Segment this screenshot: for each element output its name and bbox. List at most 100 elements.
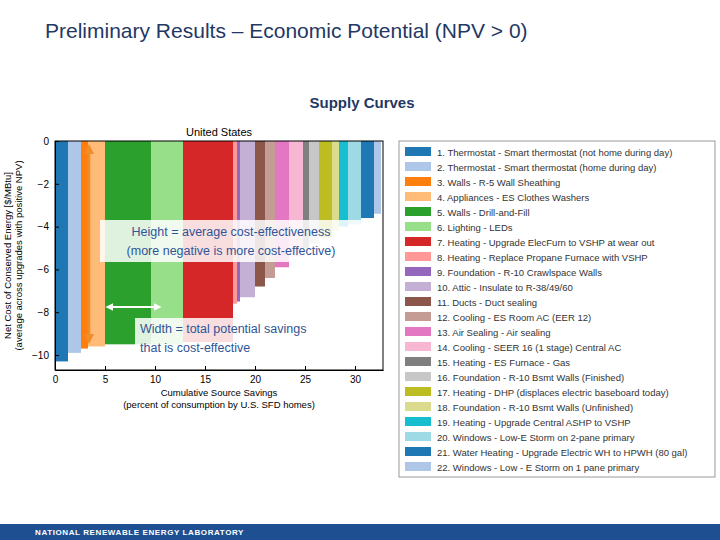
x-tick: 0 [53,366,59,385]
x-tick: 20 [250,366,262,385]
legend-entry: 19. Heating - Upgrade Central ASHP to VS… [437,417,631,428]
legend-entry: 3. Walls - R-5 Wall Sheathing [437,177,560,188]
legend-swatch [405,447,431,456]
legend-entry: 1. Thermostat - Smart thermostat (not ho… [437,147,672,158]
y-tick-label: 0 [43,136,49,147]
annotation: Height = average cost-effectiveness [132,225,331,239]
slide-heading: Supply Curves [309,94,414,111]
legend-entry: 4. Appliances - ES Clothes Washers [437,192,589,203]
x-tick: 25 [300,366,312,385]
legend-swatch [405,222,431,231]
legend-entry: 16. Foundation - R-10 Bsmt Walls (Finish… [437,372,624,383]
x-tick-label: 10 [150,374,162,385]
legend-entry: 7. Heating - Upgrade ElecFurn to VSHP at… [437,237,655,248]
y-tick-mark [55,184,59,185]
y-tick: −2 [38,179,59,190]
y-tick-label: −10 [32,350,49,361]
annotation: (more negative is more cost-effective) [127,244,336,258]
legend-entry: 5. Walls - Drill-and-Fill [437,207,530,218]
x-tick-mark [55,366,56,370]
x-tick-label: 20 [250,374,262,385]
y-axis: −10 −8 −6 −4 −2 0 [32,136,59,371]
legend-swatch [405,327,431,336]
height-arrow [88,146,91,342]
y-tick: −8 [38,307,59,318]
x-axis-line [56,370,384,371]
x-tick-mark [105,366,106,370]
width-arrow [107,306,160,308]
x-tick-label: 25 [300,374,312,385]
legend-swatch [405,267,431,276]
y-tick-label: −2 [38,179,50,190]
footer-text: NATIONAL RENEWABLE ENERGY LABORATORY [35,528,244,537]
x-tick-mark [355,366,356,370]
y-tick-label: −8 [38,307,50,318]
y-tick-mark [55,355,59,356]
legend-swatch [405,297,431,306]
x-tick: 10 [150,366,162,385]
bar [240,141,255,297]
y-axis-title: (average across upgrades with positive N… [13,160,24,350]
bar [68,141,81,353]
legend-swatch [405,357,431,366]
y-tick-label: −4 [38,221,50,232]
y-tick: −6 [38,264,59,275]
chart-title: United States [186,126,253,138]
bars [55,141,381,361]
bar [348,141,361,224]
legend-entry: 8. Heating - Replace Propane Furnace wit… [437,252,648,263]
bar [55,141,68,361]
legend-entry: 22. Windows - Low - E Storm on 1 pane pr… [437,462,639,473]
legend-swatch [405,162,431,171]
y-axis-title: Net Cost of Conserved Energy [$/MBtu] [2,172,13,339]
legend-entry: 10. Attic - Insulate to R-38/49/60 [437,282,573,293]
x-axis-title: (percent of consumption by U.S. SFD home… [123,399,315,410]
y-tick-mark [55,312,59,313]
legend-swatch [405,417,431,426]
legend-entry: 21. Water Heating - Upgrade Electric WH … [437,447,687,458]
x-tick-mark [255,366,256,370]
legend-entry: 12. Cooling - ES Room AC (EER 12) [437,312,591,323]
y-tick: 0 [43,136,59,147]
x-tick-mark [155,366,156,370]
bar [374,141,381,214]
slide: Preliminary Results – Economic Potential… [0,0,720,540]
legend-swatch [405,372,431,381]
legend-swatch [405,237,431,246]
legend-entry: 6. Lighting - LEDs [437,222,513,233]
legend-swatch [405,387,431,396]
x-tick-label: 5 [103,374,109,385]
legend-entry: 9. Foundation - R-10 Crawlspace Walls [437,267,602,278]
legend-swatch [405,462,431,471]
y-tick-mark [55,141,59,142]
y-tick: −10 [32,350,59,361]
legend-swatch [405,432,431,441]
x-tick: 15 [200,366,212,385]
legend-entry: 20. Windows - Low-E Storm on 2-pane prim… [437,432,635,443]
legend-swatch [405,342,431,351]
plot-frame [55,141,383,370]
legend-frame [399,141,715,477]
x-axis: 0 5 10 15 20 25 30 [53,366,384,385]
annotation: Width = total potential savings [140,322,306,336]
bar [81,141,88,349]
legend-swatch [405,177,431,186]
legend: 1. Thermostat - Smart thermostat (not ho… [399,141,715,477]
legend-entry: 14. Cooling - SEER 16 (1 stage) Central … [437,342,621,353]
y-tick: −4 [38,221,59,232]
bar [332,141,339,231]
x-tick-label: 30 [350,374,362,385]
legend-swatch [405,312,431,321]
x-tick-mark [205,366,206,370]
legend-entry: 13. Air Sealing - Air sealing [437,327,551,338]
legend-entry: 2. Thermostat - Smart thermostat (home d… [437,162,656,173]
legend-swatch [405,147,431,156]
bar [361,141,374,218]
x-tick: 30 [350,366,362,385]
legend-swatch [405,192,431,201]
annotation-box [100,220,362,262]
x-axis-title: Cumulative Source Savings [161,387,278,398]
legend-entry: 18. Foundation - R-10 Bsmt Walls (Unfini… [437,402,633,413]
y-tick-label: −6 [38,264,50,275]
footer-band [0,524,720,540]
